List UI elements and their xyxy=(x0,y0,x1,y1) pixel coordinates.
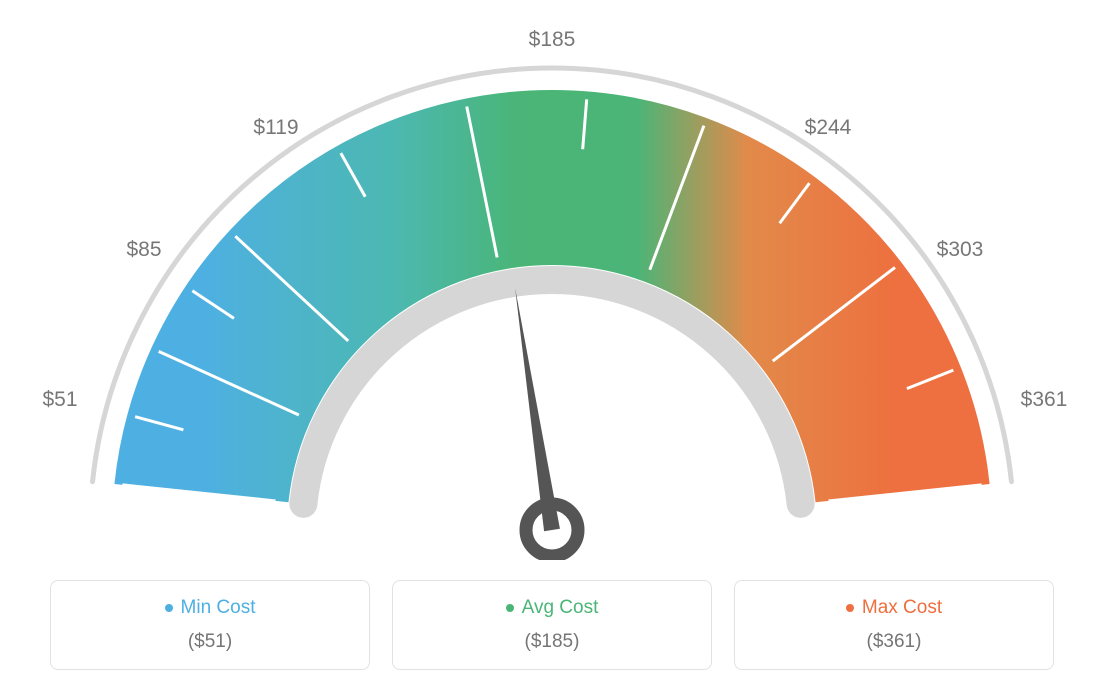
legend-card-avg: Avg Cost ($185) xyxy=(392,580,712,670)
legend-label-avg: Avg Cost xyxy=(522,597,599,619)
legend-dot-max xyxy=(846,604,854,612)
legend-value-max: ($361) xyxy=(745,631,1043,653)
legend-title-avg: Avg Cost xyxy=(506,597,599,619)
legend-dot-avg xyxy=(506,604,514,612)
legend-card-min: Min Cost ($51) xyxy=(50,580,370,670)
legend-dot-min xyxy=(165,604,173,612)
legend-title-min: Min Cost xyxy=(165,597,256,619)
gauge-tick-label: $361 xyxy=(1021,388,1068,412)
gauge-tick-label: $303 xyxy=(937,238,984,262)
legend-card-max: Max Cost ($361) xyxy=(734,580,1054,670)
legend-title-max: Max Cost xyxy=(846,597,942,619)
gauge-svg xyxy=(0,0,1104,560)
gauge-tick-label: $244 xyxy=(805,116,852,140)
gauge-tick-label: $119 xyxy=(253,116,298,140)
gauge-chart: $51 $85 $119 $185 $244 $303 $361 xyxy=(0,0,1104,560)
gauge-tick-label: $185 xyxy=(529,28,576,52)
gauge-tick-label: $51 xyxy=(42,388,77,412)
legend-value-min: ($51) xyxy=(61,631,359,653)
legend-value-avg: ($185) xyxy=(403,631,701,653)
gauge-tick-label: $85 xyxy=(126,238,161,262)
legend-row: Min Cost ($51) Avg Cost ($185) Max Cost … xyxy=(0,580,1104,670)
legend-label-min: Min Cost xyxy=(181,597,256,619)
legend-label-max: Max Cost xyxy=(862,597,942,619)
